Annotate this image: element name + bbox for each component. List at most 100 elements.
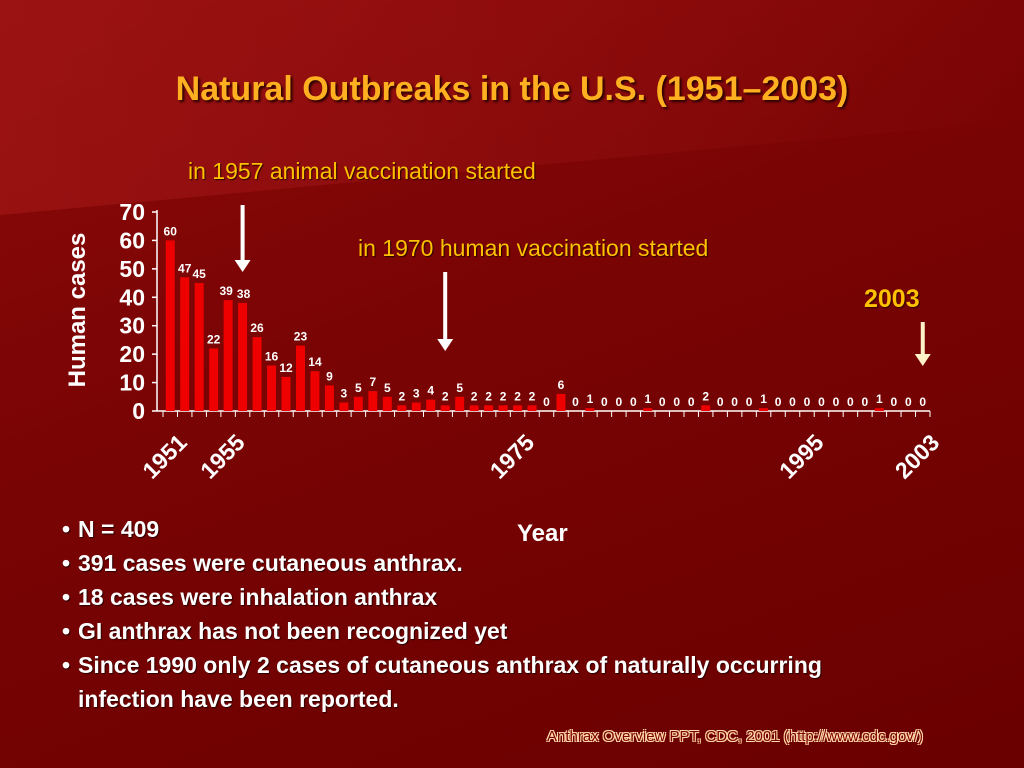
bar-value-label: 0 bbox=[818, 395, 825, 409]
bar bbox=[874, 408, 884, 411]
bar-value-label: 16 bbox=[265, 350, 279, 364]
y-tick-label: 20 bbox=[119, 341, 145, 367]
bar-value-label: 47 bbox=[178, 261, 192, 275]
bar bbox=[397, 405, 407, 411]
bar-value-label: 2 bbox=[500, 389, 507, 403]
bar-value-label: 60 bbox=[164, 224, 178, 238]
y-tick-label: 50 bbox=[119, 256, 145, 282]
annotation-1970: in 1970 human vaccination started bbox=[358, 235, 709, 261]
bar-value-label: 0 bbox=[572, 395, 579, 409]
bar-value-label: 14 bbox=[308, 355, 322, 369]
bar-value-label: 0 bbox=[775, 395, 782, 409]
bar-value-label: 39 bbox=[219, 284, 233, 298]
bar-value-label: 9 bbox=[326, 369, 333, 383]
bar bbox=[556, 393, 566, 411]
bar bbox=[527, 405, 537, 411]
bar-value-label: 2 bbox=[485, 389, 492, 403]
bar-value-label: 4 bbox=[427, 384, 434, 398]
bar bbox=[252, 337, 262, 411]
bar-value-label: 0 bbox=[601, 395, 608, 409]
bar-value-label: 0 bbox=[731, 395, 738, 409]
bar bbox=[223, 300, 233, 411]
bar-value-label: 0 bbox=[543, 395, 550, 409]
bar-value-label: 0 bbox=[833, 395, 840, 409]
bar bbox=[411, 402, 421, 411]
bar-value-label: 1 bbox=[587, 392, 594, 406]
bar bbox=[180, 277, 190, 411]
bar-value-label: 0 bbox=[717, 395, 724, 409]
bullet-item: 18 cases were inhalation anthrax bbox=[62, 580, 898, 614]
bar bbox=[484, 405, 494, 411]
bar-value-label: 2 bbox=[514, 389, 521, 403]
bar-value-label: 0 bbox=[862, 395, 869, 409]
bar bbox=[498, 405, 508, 411]
bar-value-label: 23 bbox=[294, 330, 308, 344]
x-tick-label: 1951 bbox=[137, 429, 192, 484]
bar-value-label: 1 bbox=[644, 392, 651, 406]
annotation-arrow-head bbox=[437, 339, 454, 351]
bar-value-label: 5 bbox=[384, 381, 391, 395]
bar-value-label: 0 bbox=[659, 395, 666, 409]
bullet-item: 391 cases were cutaneous anthrax. bbox=[62, 546, 898, 580]
y-tick-label: 0 bbox=[132, 398, 145, 424]
bar bbox=[295, 345, 305, 411]
bar-value-label: 0 bbox=[789, 395, 796, 409]
bar-value-label: 0 bbox=[804, 395, 811, 409]
bar bbox=[339, 402, 349, 411]
bar-value-label: 22 bbox=[207, 332, 221, 346]
bar-value-label: 3 bbox=[341, 386, 348, 400]
bar-value-label: 0 bbox=[746, 395, 753, 409]
bar bbox=[310, 371, 320, 411]
annotation-arrow-head bbox=[914, 354, 931, 366]
bar bbox=[324, 385, 334, 411]
bar bbox=[585, 408, 595, 411]
bar-value-label: 6 bbox=[558, 378, 565, 392]
x-tick-label: 1955 bbox=[195, 429, 250, 484]
bar bbox=[382, 396, 392, 411]
bar bbox=[194, 283, 204, 411]
bar-value-label: 0 bbox=[919, 395, 926, 409]
bar-value-label: 2 bbox=[471, 389, 478, 403]
annotation-2003: 2003 bbox=[864, 285, 920, 313]
x-tick-label: 2003 bbox=[890, 429, 945, 484]
bar-value-label: 5 bbox=[355, 381, 362, 395]
bullet-item: N = 409 bbox=[62, 512, 898, 546]
slide-title: Natural Outbreaks in the U.S. (1951–2003… bbox=[175, 70, 849, 108]
bar-value-label: 0 bbox=[890, 395, 897, 409]
bar bbox=[368, 391, 378, 411]
annotation-1957: in 1957 animal vaccination started bbox=[188, 158, 536, 184]
bar-value-label: 0 bbox=[688, 395, 695, 409]
bar-value-label: 2 bbox=[398, 389, 405, 403]
bar-value-label: 1 bbox=[760, 392, 767, 406]
bar-value-label: 0 bbox=[673, 395, 680, 409]
y-tick-label: 70 bbox=[119, 199, 145, 225]
bar-value-label: 7 bbox=[369, 375, 376, 389]
bar bbox=[353, 396, 363, 411]
bar bbox=[469, 405, 479, 411]
bar-value-label: 5 bbox=[456, 381, 463, 395]
bar-value-label: 2 bbox=[529, 389, 536, 403]
bar-value-label: 2 bbox=[442, 389, 449, 403]
bar-value-label: 26 bbox=[250, 321, 264, 335]
annotation-arrow-head bbox=[234, 260, 251, 272]
bullet-list: N = 409 391 cases were cutaneous anthrax… bbox=[62, 512, 898, 716]
bar-value-label: 0 bbox=[630, 395, 637, 409]
bar bbox=[455, 396, 465, 411]
bar-value-label: 3 bbox=[413, 386, 420, 400]
bar bbox=[759, 408, 769, 411]
y-tick-label: 30 bbox=[119, 313, 145, 339]
bar-value-label: 0 bbox=[616, 395, 623, 409]
x-tick-label: 1975 bbox=[485, 429, 540, 484]
bar bbox=[281, 376, 291, 411]
bar bbox=[643, 408, 653, 411]
bar bbox=[701, 405, 711, 411]
bar-value-label: 1 bbox=[876, 392, 883, 406]
y-tick-label: 10 bbox=[119, 370, 145, 396]
y-tick-label: 60 bbox=[119, 227, 145, 253]
bar bbox=[267, 365, 277, 411]
bar bbox=[440, 405, 450, 411]
x-tick-label: 1995 bbox=[774, 429, 829, 484]
bar-value-label: 0 bbox=[905, 395, 912, 409]
y-tick-label: 40 bbox=[119, 284, 145, 310]
